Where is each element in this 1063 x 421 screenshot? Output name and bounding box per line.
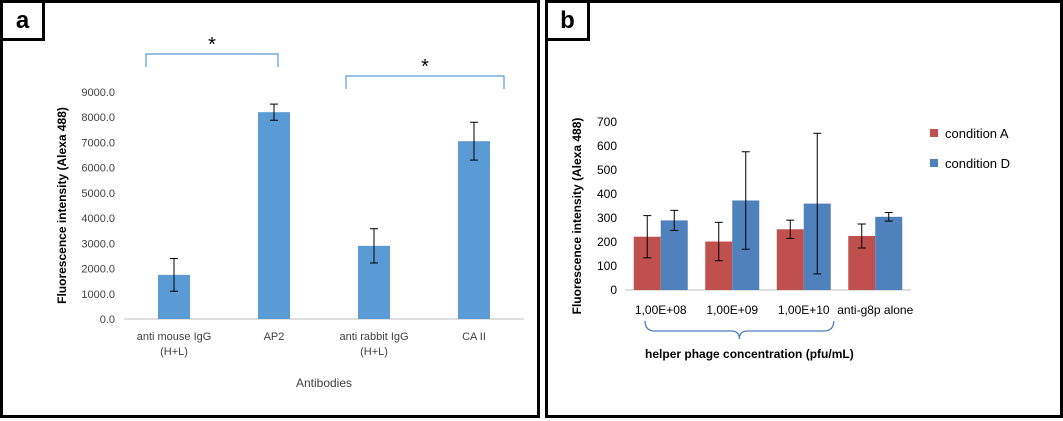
- x-axis-title: Antibodies: [296, 376, 352, 390]
- x-tick-label: anti-g8p alone: [837, 303, 913, 317]
- bar: [776, 229, 804, 290]
- panel-label-b: b: [548, 3, 590, 41]
- y-tick-label: 0: [610, 283, 617, 297]
- bar: [660, 220, 688, 290]
- y-tick-label: 1000.0: [81, 289, 115, 301]
- chart-b: 0 100 200 300 400 500 600 700 1,00E+08 1,00E+09 1,…: [570, 115, 1010, 361]
- significance-star: *: [421, 56, 429, 78]
- legend-label: condition D: [945, 156, 1010, 171]
- y-tick-label: 5000.0: [81, 188, 115, 200]
- panel-a: 0.0 1000.0 2000.0 3000.0 4000.0 5000.0 6000.0 7…: [0, 0, 540, 418]
- y-tick-label: 0.0: [100, 314, 115, 326]
- legend-swatch: [930, 159, 938, 167]
- x-axis-title: helper phage concentration (pfu/mL): [645, 347, 854, 361]
- y-tick-label: 600: [597, 139, 617, 153]
- y-tick-label: 9000.0: [81, 87, 115, 99]
- x-tick-label: 1,00E+10: [778, 303, 830, 317]
- panel-b: 0 100 200 300 400 500 600 700 1,00E+08 1,00E+09 1,…: [545, 0, 1063, 418]
- y-tick-label: 4000.0: [81, 213, 115, 225]
- bar: [875, 216, 903, 290]
- y-tick-label: 500: [597, 163, 617, 177]
- y-tick-label: 700: [597, 115, 617, 129]
- x-tick-label: anti rabbit IgG (H+L): [339, 331, 408, 358]
- x-tick-label: CA II: [462, 331, 486, 343]
- y-axis-title: Fluorescence intensity (Alexa 488): [55, 107, 69, 304]
- significance-bracket: [345, 75, 505, 89]
- legend-swatch: [930, 129, 938, 137]
- y-axis-title: Fluorescence intensity (Alexa 488): [570, 118, 584, 315]
- significance-bracket: [145, 53, 279, 67]
- x-tick-label: AP2: [264, 331, 285, 343]
- y-tick-label: 100: [597, 259, 617, 273]
- y-tick-label: 2000.0: [81, 264, 115, 276]
- y-tick-label: 200: [597, 235, 617, 249]
- panel-label-a: a: [3, 3, 45, 41]
- bar: [458, 141, 490, 319]
- category-brace: [644, 320, 835, 340]
- x-tick-label: 1,00E+09: [706, 303, 758, 317]
- legend-label: condition A: [945, 126, 1009, 141]
- chart-a: 0.0 1000.0 2000.0 3000.0 4000.0 5000.0 6000.0 7…: [55, 34, 524, 390]
- x-tick-label: anti mouse IgG (H+L): [137, 331, 212, 358]
- y-tick-label: 300: [597, 211, 617, 225]
- x-tick-label: 1,00E+08: [635, 303, 687, 317]
- y-tick-label: 400: [597, 187, 617, 201]
- bar: [258, 112, 290, 319]
- significance-star: *: [208, 34, 216, 56]
- y-tick-label: 8000.0: [81, 112, 115, 124]
- y-tick-label: 7000.0: [81, 137, 115, 149]
- y-tick-label: 6000.0: [81, 163, 115, 175]
- y-tick-label: 3000.0: [81, 238, 115, 250]
